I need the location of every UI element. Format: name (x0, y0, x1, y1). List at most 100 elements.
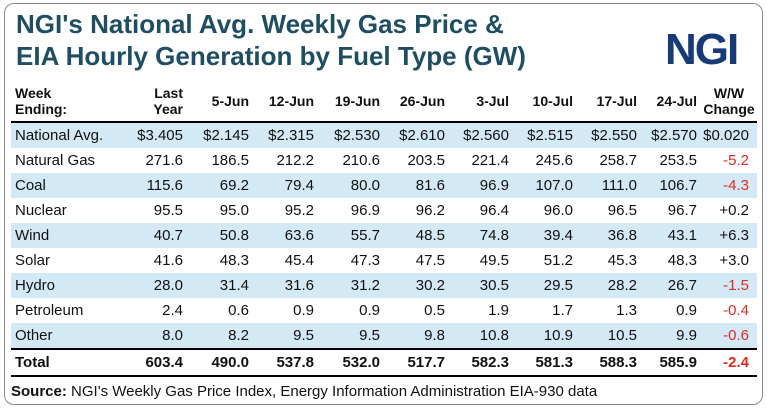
table-cell: 43.1 (641, 223, 701, 248)
table-cell: 1.3 (616, 302, 637, 319)
table-cell: 96.7 (667, 202, 697, 219)
header-label: 3-Jul (476, 93, 509, 109)
table-cell: 31.4 (187, 273, 253, 298)
header-week-ending-line: Week (15, 85, 52, 101)
table-body: National Avg. $3.405 $2.145 $2.315 $2.530 $2.… (11, 122, 757, 377)
table-cell: 271.6 (145, 152, 183, 169)
table-cell: 95.5 (153, 202, 183, 219)
table-cell: 80.0 (318, 173, 384, 198)
change-cell: -0.6 (701, 323, 757, 349)
table-cell: 96.5 (607, 202, 637, 219)
change-cell: $0.020 (701, 122, 757, 148)
table-cell: 9.9 (641, 323, 701, 349)
table-cell: 2.4 (162, 302, 183, 319)
table-cell: 29.5 (513, 273, 577, 298)
table-cell: 10.9 (513, 323, 577, 349)
table-cell: 31.2 (318, 273, 384, 298)
change-cell: +3.0 (719, 252, 749, 269)
header-label: 12-Jun (268, 93, 314, 109)
table-cell: 48.3 (667, 252, 697, 269)
table-cell: 36.8 (577, 223, 641, 248)
header-label: 24-Jul (656, 93, 697, 109)
change-cell: +6.3 (701, 223, 757, 248)
table-cell: 48.3 (219, 252, 249, 269)
table-cell: 8.2 (187, 323, 253, 349)
table-cell: 0.9 (676, 302, 697, 319)
table-cell: 582.3 (449, 348, 513, 377)
table-cell: 585.9 (641, 348, 701, 377)
header-label: 19-Jun (334, 93, 380, 109)
header-3-jul: 3-Jul (449, 81, 513, 123)
table-cell: 537.8 (253, 348, 318, 377)
table-cell: 9.8 (384, 323, 449, 349)
header-19-jun: 19-Jun (318, 81, 384, 123)
ngi-logo: NGI (665, 25, 739, 74)
header-label: Last (154, 85, 183, 101)
table-cell: 63.6 (253, 223, 318, 248)
header-12-jun: 12-Jun (253, 81, 318, 123)
header-label: 26-Jun (399, 93, 445, 109)
header-label: 17-Jul (596, 93, 637, 109)
table-cell: 95.2 (284, 202, 314, 219)
table-cell: 115.6 (124, 173, 187, 198)
table-cell: 48.5 (384, 223, 449, 248)
title-line-1: NGI's National Avg. Weekly Gas Price & (16, 9, 504, 39)
total-row: Total 603.4 490.0 537.8 532.0 517.7 582.3 581.3… (11, 348, 757, 377)
table-cell: 10.5 (577, 323, 641, 349)
table-cell: $3.405 (124, 122, 187, 148)
header-label: Year (153, 101, 183, 117)
table-cell: 96.9 (350, 202, 380, 219)
table-cell: 30.2 (384, 273, 449, 298)
table-row: Coal 115.6 69.2 79.4 80.0 81.6 96.9 107.0 111.0 1… (11, 173, 757, 198)
table-cell: 221.4 (471, 152, 509, 169)
table-cell: 50.8 (187, 223, 253, 248)
chart-title: NGI's National Avg. Weekly Gas Price & E… (16, 8, 636, 72)
table-row: Solar 41.6 48.3 45.4 47.3 47.5 49.5 51.2 45.3 48.… (11, 248, 757, 273)
table-cell: 55.7 (318, 223, 384, 248)
table-cell: 107.0 (513, 173, 577, 198)
table-row: Other 8.0 8.2 9.5 9.5 9.8 10.8 10.9 10.5 9.9 -0.6 (11, 323, 757, 349)
change-cell: -2.4 (701, 348, 757, 377)
table-row: Petroleum 2.4 0.6 0.9 0.9 0.5 1.9 1.7 1.3 0.9 -0.4 (11, 298, 757, 323)
table-cell: 74.8 (449, 223, 513, 248)
change-cell: -4.3 (701, 173, 757, 198)
table-cell: 517.7 (384, 348, 449, 377)
header-week-ending-line: Ending: (15, 101, 68, 117)
table-cell: 532.0 (318, 348, 384, 377)
table-cell: 45.4 (284, 252, 314, 269)
table-cell: 603.4 (124, 348, 187, 377)
table-cell: 28.2 (577, 273, 641, 298)
source-note: Source: NGI's Weekly Gas Price Index, En… (11, 383, 757, 400)
table-cell: 588.3 (577, 348, 641, 377)
row-label: Total (11, 348, 124, 377)
source-text: NGI's Weekly Gas Price Index, Energy Inf… (71, 383, 598, 400)
table-cell: 47.5 (415, 252, 445, 269)
table-cell: $2.560 (449, 122, 513, 148)
table-cell: 28.0 (124, 273, 187, 298)
row-label: Nuclear (15, 202, 67, 219)
header-5-jun: 5-Jun (187, 81, 253, 123)
table-header-row: Week Ending: Last Year 5-Jun 12-Jun 19-Jun 26-J… (11, 81, 757, 123)
table-cell: $2.550 (577, 122, 641, 148)
table-cell: 51.2 (543, 252, 573, 269)
table-cell: 245.6 (535, 152, 573, 169)
table-cell: $2.145 (187, 122, 253, 148)
table-cell: 0.9 (359, 302, 380, 319)
generation-table: Week Ending: Last Year 5-Jun 12-Jun 19-Jun 26-J… (11, 81, 757, 377)
table-cell: 79.4 (253, 173, 318, 198)
table-cell: 258.7 (599, 152, 637, 169)
table-cell: 10.8 (449, 323, 513, 349)
table-cell: 1.9 (488, 302, 509, 319)
header-ww-change: W/W Change (701, 81, 757, 123)
table-cell: 95.0 (219, 202, 249, 219)
header-label: 5-Jun (211, 93, 249, 109)
table-cell: 31.6 (253, 273, 318, 298)
table-cell: 96.4 (479, 202, 509, 219)
table-cell: 39.4 (513, 223, 577, 248)
change-cell: +0.2 (719, 202, 749, 219)
table-cell: 96.9 (449, 173, 513, 198)
header-change-line: Change (703, 101, 755, 117)
source-label: Source: (11, 383, 67, 400)
table-cell: 106.7 (641, 173, 701, 198)
table-cell: 212.2 (276, 152, 314, 169)
